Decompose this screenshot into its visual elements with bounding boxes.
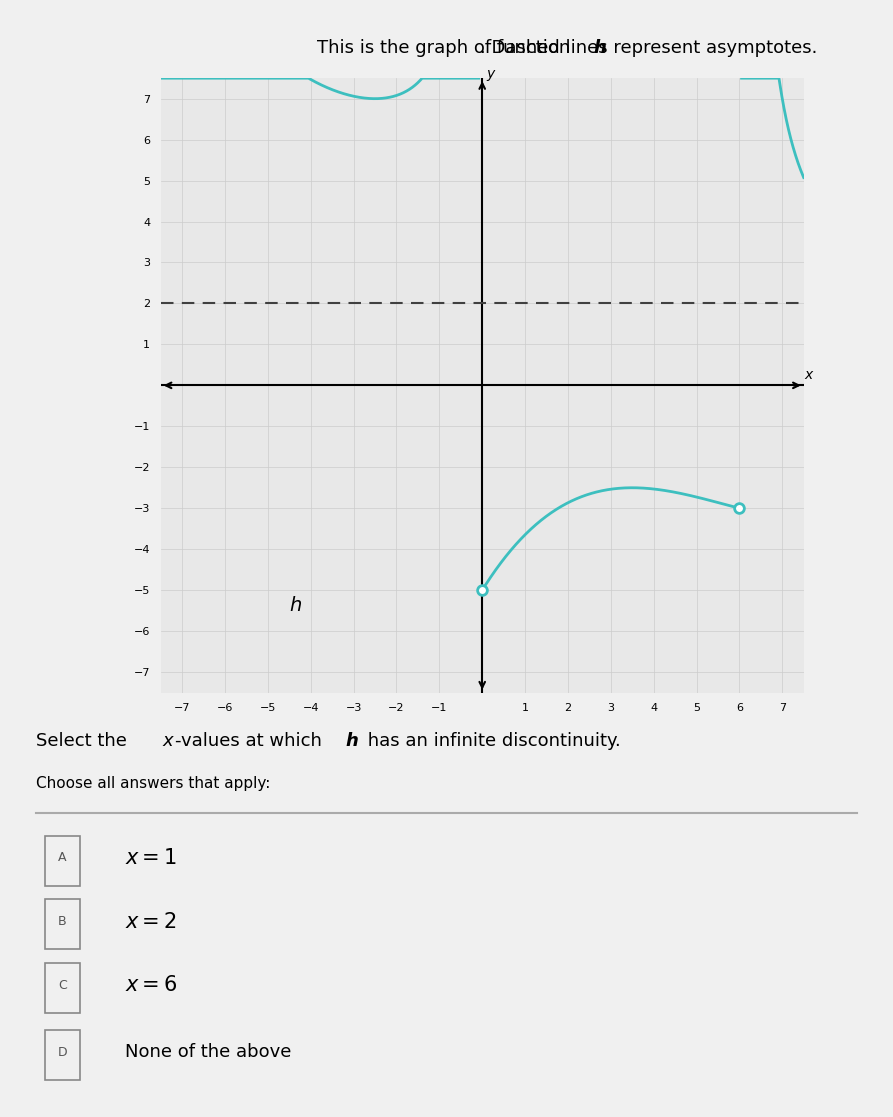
Text: y: y [487,67,495,82]
Text: $x = 2$: $x = 2$ [125,911,177,932]
Text: None of the above: None of the above [125,1043,291,1061]
Text: has an infinite discontinuity.: has an infinite discontinuity. [362,732,621,750]
Text: Choose all answers that apply:: Choose all answers that apply: [36,776,270,791]
Text: -values at which: -values at which [175,732,328,750]
Text: x: x [163,732,173,750]
Text: $x = 1$: $x = 1$ [125,848,177,868]
Text: A: A [58,851,67,865]
Text: h: h [594,39,606,57]
Text: C: C [58,978,67,992]
Text: D: D [58,1046,67,1059]
Text: $h$: $h$ [289,595,303,614]
Text: x: x [804,369,812,382]
Text: Select the: Select the [36,732,132,750]
Text: h: h [346,732,358,750]
Text: . Dashed lines represent asymptotes.: . Dashed lines represent asymptotes. [480,39,817,57]
Text: This is the graph of function: This is the graph of function [317,39,576,57]
Text: B: B [58,915,67,928]
Text: $x = 6$: $x = 6$ [125,975,178,995]
